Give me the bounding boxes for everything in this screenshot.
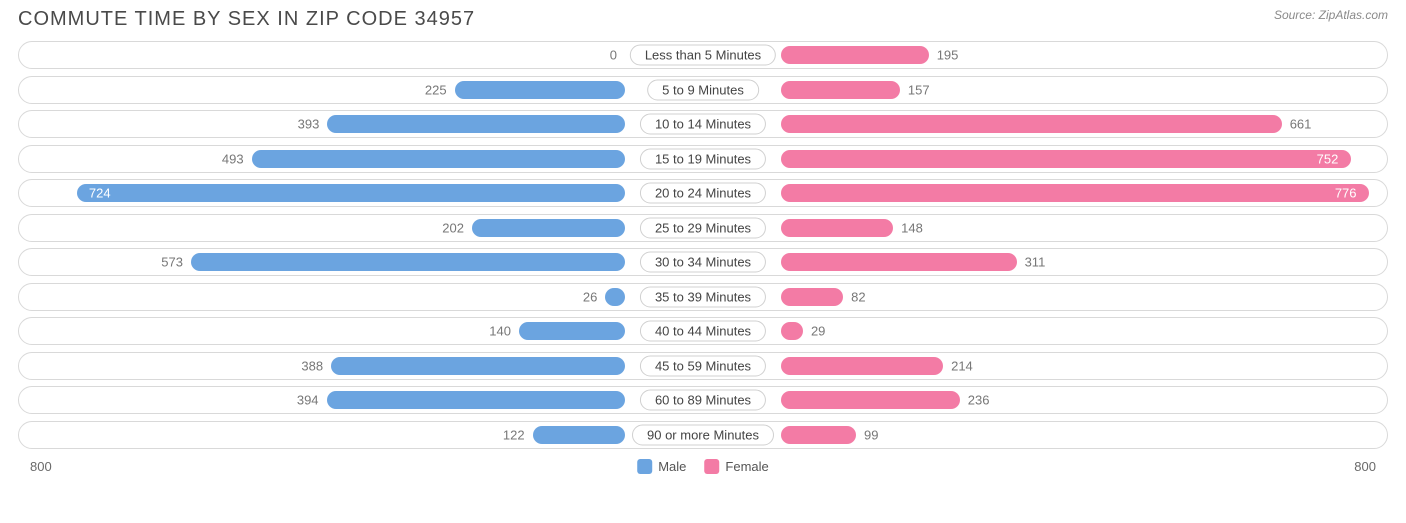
legend-label-female: Female [725, 459, 768, 474]
female-bar [781, 288, 843, 306]
female-value: 661 [1290, 117, 1312, 132]
chart-footer: 800 Male Female 800 [0, 455, 1406, 485]
row-category-label: 45 to 59 Minutes [640, 355, 766, 376]
male-value: 724 [89, 186, 111, 201]
male-value: 493 [222, 151, 244, 166]
male-bar [327, 115, 625, 133]
row-category-label: 15 to 19 Minutes [640, 148, 766, 169]
chart-row: 10 to 14 Minutes 393 661 [18, 110, 1388, 138]
male-bar [191, 253, 625, 271]
male-bar [327, 391, 625, 409]
female-bar [781, 46, 929, 64]
female-bar [781, 81, 900, 99]
chart-row: 40 to 44 Minutes 140 29 [18, 317, 1388, 345]
male-bar [331, 357, 625, 375]
chart-row: 30 to 34 Minutes 573 311 [18, 248, 1388, 276]
female-swatch-icon [704, 459, 719, 474]
female-bar [781, 184, 1369, 202]
row-category-label: 40 to 44 Minutes [640, 321, 766, 342]
female-value: 311 [1025, 255, 1046, 270]
male-value: 140 [489, 324, 511, 339]
chart-row: 15 to 19 Minutes 493 752 [18, 145, 1388, 173]
female-bar [781, 426, 856, 444]
row-category-label: 20 to 24 Minutes [640, 183, 766, 204]
chart-source: Source: ZipAtlas.com [1274, 8, 1388, 22]
female-value: 214 [951, 358, 973, 373]
female-value: 148 [901, 220, 923, 235]
male-value: 0 [610, 48, 617, 63]
male-bar [533, 426, 625, 444]
chart-header: Commute Time by Sex in Zip Code 34957 So… [0, 0, 1406, 37]
chart-row: 45 to 59 Minutes 388 214 [18, 352, 1388, 380]
male-value: 26 [583, 289, 597, 304]
female-bar [781, 219, 893, 237]
chart-title: Commute Time by Sex in Zip Code 34957 [18, 8, 475, 31]
male-bar [455, 81, 625, 99]
chart-row: 5 to 9 Minutes 225 157 [18, 76, 1388, 104]
row-category-label: 30 to 34 Minutes [640, 252, 766, 273]
row-category-label: 35 to 39 Minutes [640, 286, 766, 307]
female-bar [781, 253, 1017, 271]
row-category-label: 10 to 14 Minutes [640, 114, 766, 135]
female-value: 29 [811, 324, 825, 339]
chart-row: 20 to 24 Minutes 724 776 [18, 179, 1388, 207]
female-bar [781, 357, 943, 375]
chart-row: 25 to 29 Minutes 202 148 [18, 214, 1388, 242]
female-value: 776 [1335, 186, 1357, 201]
axis-max-right: 800 [1354, 459, 1376, 474]
male-bar [519, 322, 625, 340]
chart-row: 60 to 89 Minutes 394 236 [18, 386, 1388, 414]
male-value: 122 [503, 427, 525, 442]
female-bar [781, 150, 1351, 168]
male-value: 394 [297, 393, 319, 408]
legend-label-male: Male [658, 459, 686, 474]
male-swatch-icon [637, 459, 652, 474]
male-value: 225 [425, 82, 447, 97]
female-bar [781, 322, 803, 340]
male-value: 573 [161, 255, 183, 270]
legend: Male Female [637, 459, 769, 474]
chart-row: 35 to 39 Minutes 26 82 [18, 283, 1388, 311]
female-value: 99 [864, 427, 878, 442]
chart-row: 90 or more Minutes 122 99 [18, 421, 1388, 449]
female-value: 82 [851, 289, 865, 304]
male-bar [252, 150, 625, 168]
male-bar [77, 184, 625, 202]
legend-item-male: Male [637, 459, 686, 474]
row-category-label: 25 to 29 Minutes [640, 217, 766, 238]
diverging-bar-chart: Less than 5 Minutes 0 195 5 to 9 Minutes 225… [0, 37, 1406, 449]
female-bar [781, 115, 1282, 133]
male-bar [605, 288, 625, 306]
female-value: 157 [908, 82, 930, 97]
female-value: 752 [1317, 151, 1339, 166]
female-value: 195 [937, 48, 959, 63]
chart-row: Less than 5 Minutes 0 195 [18, 41, 1388, 69]
female-bar [781, 391, 960, 409]
female-value: 236 [968, 393, 990, 408]
axis-max-left: 800 [30, 459, 52, 474]
row-category-label: 90 or more Minutes [632, 424, 774, 445]
male-value: 202 [442, 220, 464, 235]
row-category-label: 5 to 9 Minutes [647, 79, 759, 100]
male-value: 388 [301, 358, 323, 373]
male-value: 393 [298, 117, 320, 132]
legend-item-female: Female [704, 459, 768, 474]
row-category-label: 60 to 89 Minutes [640, 390, 766, 411]
row-category-label: Less than 5 Minutes [630, 45, 776, 66]
male-bar [472, 219, 625, 237]
